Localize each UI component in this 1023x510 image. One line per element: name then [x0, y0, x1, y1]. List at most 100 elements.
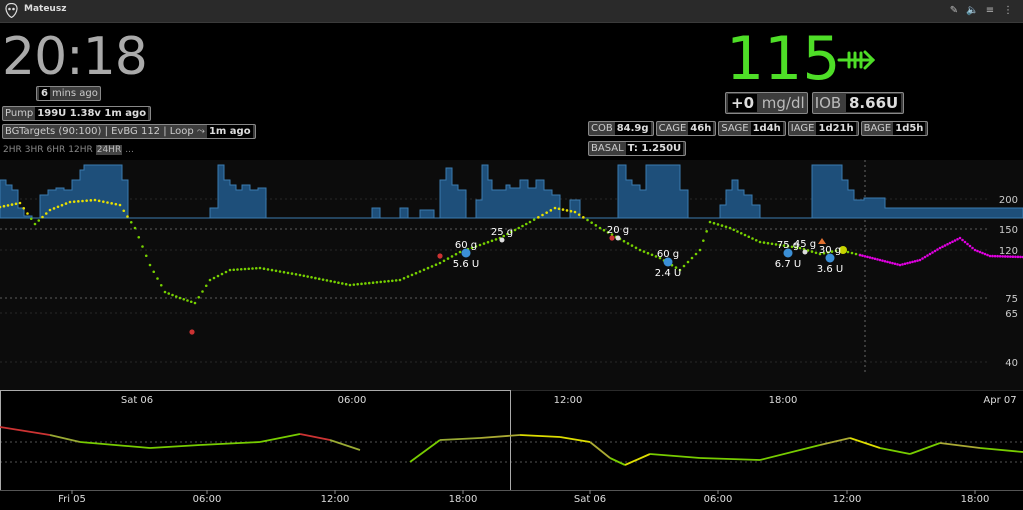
main-x-tick-label: 18:00: [769, 395, 798, 406]
bage-pill[interactable]: BAGE 1d5h: [860, 121, 929, 136]
prediction-point: [871, 256, 874, 260]
bg-reading: [537, 216, 540, 219]
edit-icon[interactable]: ✎: [949, 5, 959, 16]
bg-reading: [494, 238, 498, 241]
prediction-point: [953, 239, 957, 242]
bg-reading: [770, 242, 774, 246]
top-bar: Mateusz ✎ 🔈 ≡ ⋮: [0, 0, 1023, 23]
basal-profile: [0, 164, 1023, 219]
prediction-point: [1011, 255, 1015, 258]
prediction-point: [961, 238, 964, 242]
basal-pill[interactable]: BASAL T: 1.250U: [588, 141, 687, 156]
menu-icon[interactable]: ≡: [985, 5, 995, 16]
prediction-point: [926, 254, 929, 257]
bg-reading: [0, 205, 2, 209]
nav-bg-trace: [479, 434, 521, 439]
prediction-point: [938, 246, 942, 250]
bg-reading: [474, 245, 478, 248]
bg-reading: [352, 283, 356, 286]
bg-reading: [193, 301, 197, 305]
prediction-point: [988, 254, 992, 258]
cage-pill[interactable]: CAGE 46h: [655, 121, 717, 136]
bg-reading: [454, 252, 458, 256]
bg-navigator-chart[interactable]: Sat 06 06:00 12:00 18:00 Apr 07 Fri 05 06:00 12…: [0, 390, 1023, 510]
bg-reading: [806, 249, 810, 252]
bg-reading: [182, 297, 186, 301]
sage-value: 1d4h: [750, 122, 783, 135]
bg-chart[interactable]: 200 150 120 75 65 40 60 g 5.6 U 25 g 20 g 60 g 2.4 …: [0, 160, 1023, 390]
bg-reading: [266, 268, 270, 271]
bg-reading: [294, 273, 298, 276]
bg-reading: [850, 251, 854, 255]
current-marker: [839, 246, 847, 254]
bg-reading: [732, 228, 736, 232]
bg-reading: [243, 267, 247, 271]
bg-reading: [826, 251, 830, 254]
bg-reading: [626, 242, 630, 245]
bg-reading: [854, 252, 858, 256]
y-tick-label: 120: [999, 246, 1018, 257]
bg-reading: [208, 278, 212, 282]
bg-reading: [786, 244, 790, 248]
sage-pill[interactable]: SAGE 1d4h: [718, 121, 786, 136]
prediction-point: [878, 258, 882, 262]
nav-bg-trace: [879, 447, 911, 455]
bg-reading: [430, 265, 434, 268]
prediction-point: [936, 248, 939, 251]
treatment-insulin: 2.4 U: [655, 268, 681, 279]
bg-reading: [356, 282, 359, 286]
bg-reading: [434, 263, 438, 266]
bolus-icon: [461, 248, 471, 258]
delta-pill: +0 mg/dl: [725, 92, 808, 114]
speaker-icon[interactable]: 🔈: [966, 5, 979, 16]
prediction-point: [868, 256, 872, 259]
bg-reading: [325, 279, 329, 282]
cob-pill[interactable]: COB 84.9g: [588, 121, 654, 136]
range-2hr[interactable]: 2HR: [3, 145, 22, 155]
prediction-point: [906, 261, 909, 265]
loop-pill[interactable]: BGTargets (90:100) | EvBG 112 | Loop ⤳ 1m…: [2, 124, 256, 139]
range-6hr[interactable]: 6HR: [46, 145, 66, 155]
bage-label: BAGE: [863, 123, 892, 134]
range-3hr[interactable]: 3HR: [24, 145, 44, 155]
last-reading-age: 6 mins ago: [36, 86, 101, 101]
sage-label: SAGE: [721, 123, 749, 134]
bg-reading: [85, 199, 88, 202]
bg-reading: [93, 198, 97, 202]
pump-pill[interactable]: Pump 199U 1.38v 1m ago: [2, 106, 152, 121]
prediction-point: [963, 240, 967, 244]
iage-pill[interactable]: IAGE 1d21h: [787, 121, 859, 136]
bg-reading: [521, 224, 524, 228]
bg-reading: [720, 224, 724, 227]
bg-reading: [502, 234, 506, 238]
bg-reading: [22, 206, 26, 210]
prediction-point: [891, 261, 894, 265]
bg-reading: [834, 249, 838, 253]
bage-value: 1d5h: [893, 122, 926, 135]
delta-row: +0 mg/dl IOB 8.66U: [725, 92, 908, 114]
prediction-point: [1016, 255, 1020, 259]
bg-reading: [394, 279, 398, 282]
prediction-point: [966, 242, 969, 246]
bg-reading: [694, 252, 698, 256]
bg-reading: [258, 266, 262, 270]
bg-reading: [782, 244, 786, 247]
bg-reading: [329, 279, 333, 283]
bg-reading: [790, 245, 794, 249]
nav-x-tick-label: Fri 05: [58, 494, 86, 505]
more-icon[interactable]: ⋮: [1003, 5, 1013, 16]
bg-reading: [306, 275, 309, 278]
carb-icon: [802, 249, 808, 255]
pump-value: 199U 1.38v 1m ago: [35, 107, 149, 120]
bg-reading: [251, 267, 254, 270]
bg-reading: [442, 259, 446, 263]
calibration-marker: [189, 329, 195, 335]
bg-reading: [758, 240, 762, 244]
range-more[interactable]: ...: [125, 145, 134, 155]
iob-pill[interactable]: IOB 8.66U: [811, 92, 905, 114]
y-tick-label: 150: [999, 225, 1018, 236]
range-24hr[interactable]: 24HR: [95, 145, 123, 155]
bg-reading: [743, 233, 747, 237]
range-12hr[interactable]: 12HR: [68, 145, 93, 155]
prediction-point: [916, 259, 919, 262]
